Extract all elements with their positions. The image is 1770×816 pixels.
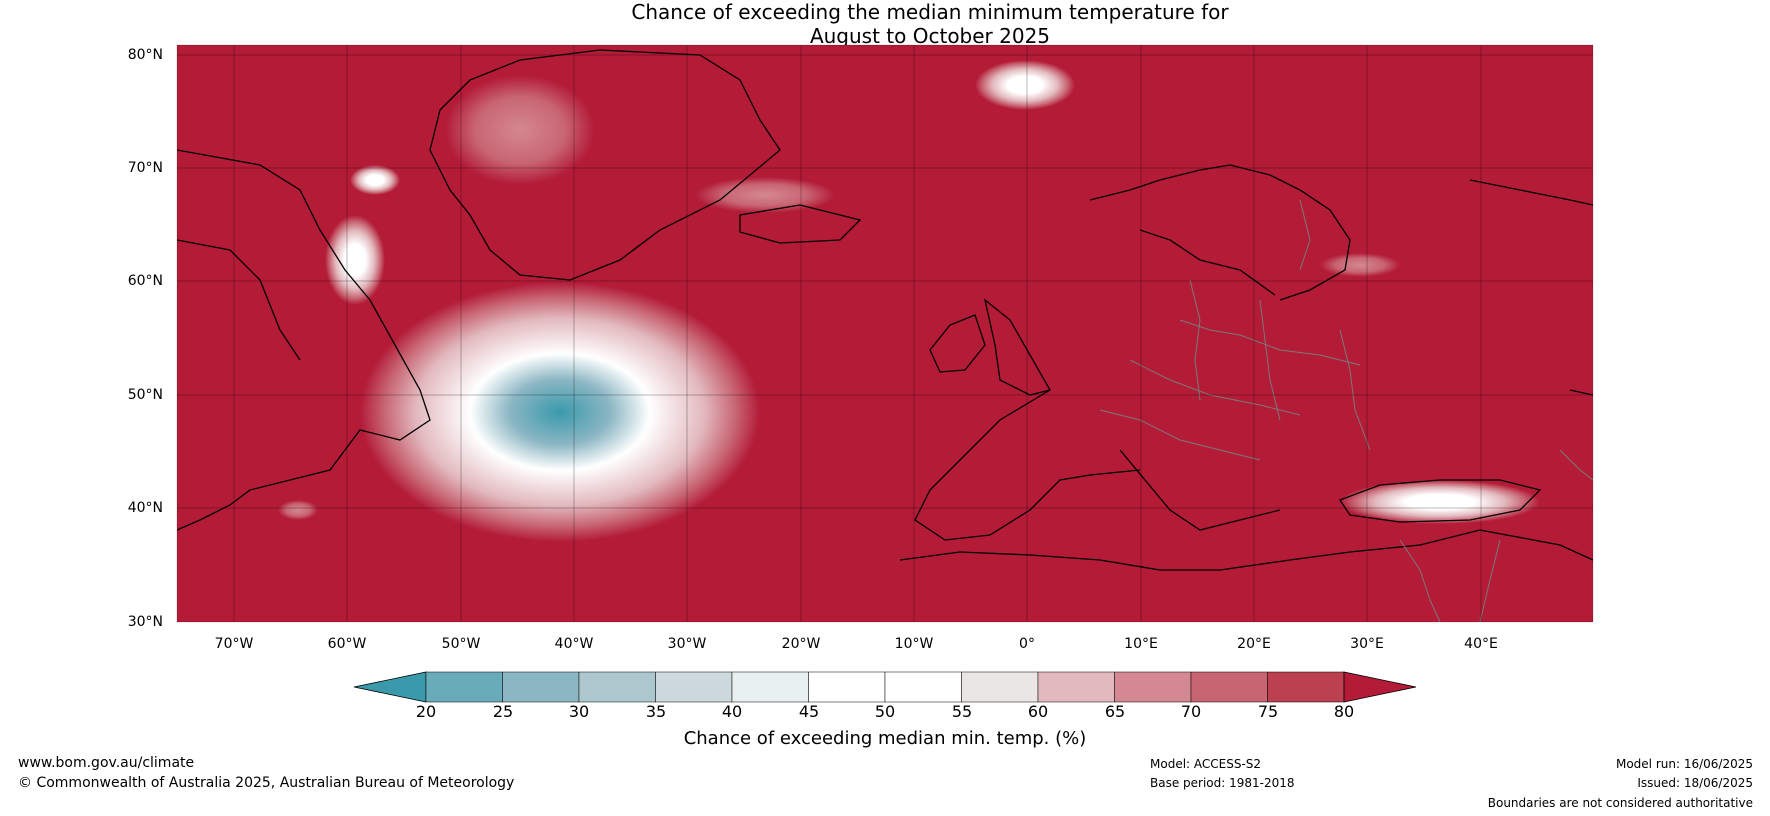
lon-label: 10°W [894,636,934,652]
colorbar-tick: 60 [1027,702,1049,721]
lat-label: 40°N [127,500,163,516]
lon-label: 50°W [441,636,481,652]
colorbar-label: Chance of exceeding median min. temp. (%… [683,728,1087,749]
colorbar-tick: 20 [415,702,437,721]
lon-label: 30°E [1350,636,1384,652]
colorbar-segment [578,671,656,703]
lon-label: 20°E [1237,636,1271,652]
lon-label: 40°W [554,636,594,652]
colorbar-tick: 55 [951,702,973,721]
colorbar-tick: 80 [1333,702,1355,721]
colorbar-tick: 50 [874,702,896,721]
lat-label: 60°N [127,273,163,289]
colorbar-segment [731,671,809,703]
colorbar-tick: 35 [645,702,667,721]
footer-issued: Issued: 18/06/2025 [1637,776,1753,790]
lon-label: 30°W [667,636,707,652]
colorbar-tick: 75 [1257,702,1279,721]
title-line-1: Chance of exceeding the median minimum t… [631,0,1229,24]
colorbar [353,671,1417,703]
forecast-map [176,44,1594,623]
lon-label: 70°W [214,636,254,652]
lat-label: 80°N [127,47,163,63]
colorbar-segment [1267,671,1345,703]
chart-title: Chance of exceeding the median minimum t… [0,0,1770,48]
colorbar-segment [808,671,886,703]
footer-disclaimer: Boundaries are not considered authoritat… [1487,796,1753,810]
lat-label: 70°N [127,160,163,176]
footer-url: www.bom.gov.au/climate [18,755,195,771]
lat-label: 30°N [127,614,163,630]
footer-copyright: © Commonwealth of Australia 2025, Austra… [18,775,515,791]
colorbar-segment [961,671,1039,703]
lon-label: 40°E [1464,636,1498,652]
lon-label: 0° [1019,636,1035,652]
graticule [177,45,1593,622]
colorbar-tick: 25 [492,702,514,721]
footer-model-run: Model run: 16/06/2025 [1615,757,1753,771]
colorbar-segment [655,671,733,703]
colorbar-tick: 40 [721,702,743,721]
colorbar-segment [884,671,962,703]
footer-model: Model: ACCESS-S2 [1150,757,1262,771]
colorbar-arrow-high [1343,671,1417,703]
colorbar-tick: 45 [798,702,820,721]
lon-label: 60°W [327,636,367,652]
colorbar-arrow-low [353,671,427,703]
coastlines [177,49,1593,571]
colorbar-tick: 70 [1180,702,1202,721]
colorbar-segment [1114,671,1192,703]
title-line-2: August to October 2025 [809,24,1051,48]
colorbar-segment [502,671,580,703]
colorbar-segment [1190,671,1268,703]
footer-base-period: Base period: 1981-2018 [1150,776,1295,790]
colorbar-tick: 65 [1104,702,1126,721]
lon-label: 10°E [1124,636,1158,652]
colorbar-tick: 30 [568,702,590,721]
colorbar-segments [353,671,1417,703]
lat-label: 50°N [127,387,163,403]
lon-label: 20°W [781,636,821,652]
colorbar-segment [1037,671,1115,703]
colorbar-segment [425,671,503,703]
probability-anomalies [278,60,1540,542]
